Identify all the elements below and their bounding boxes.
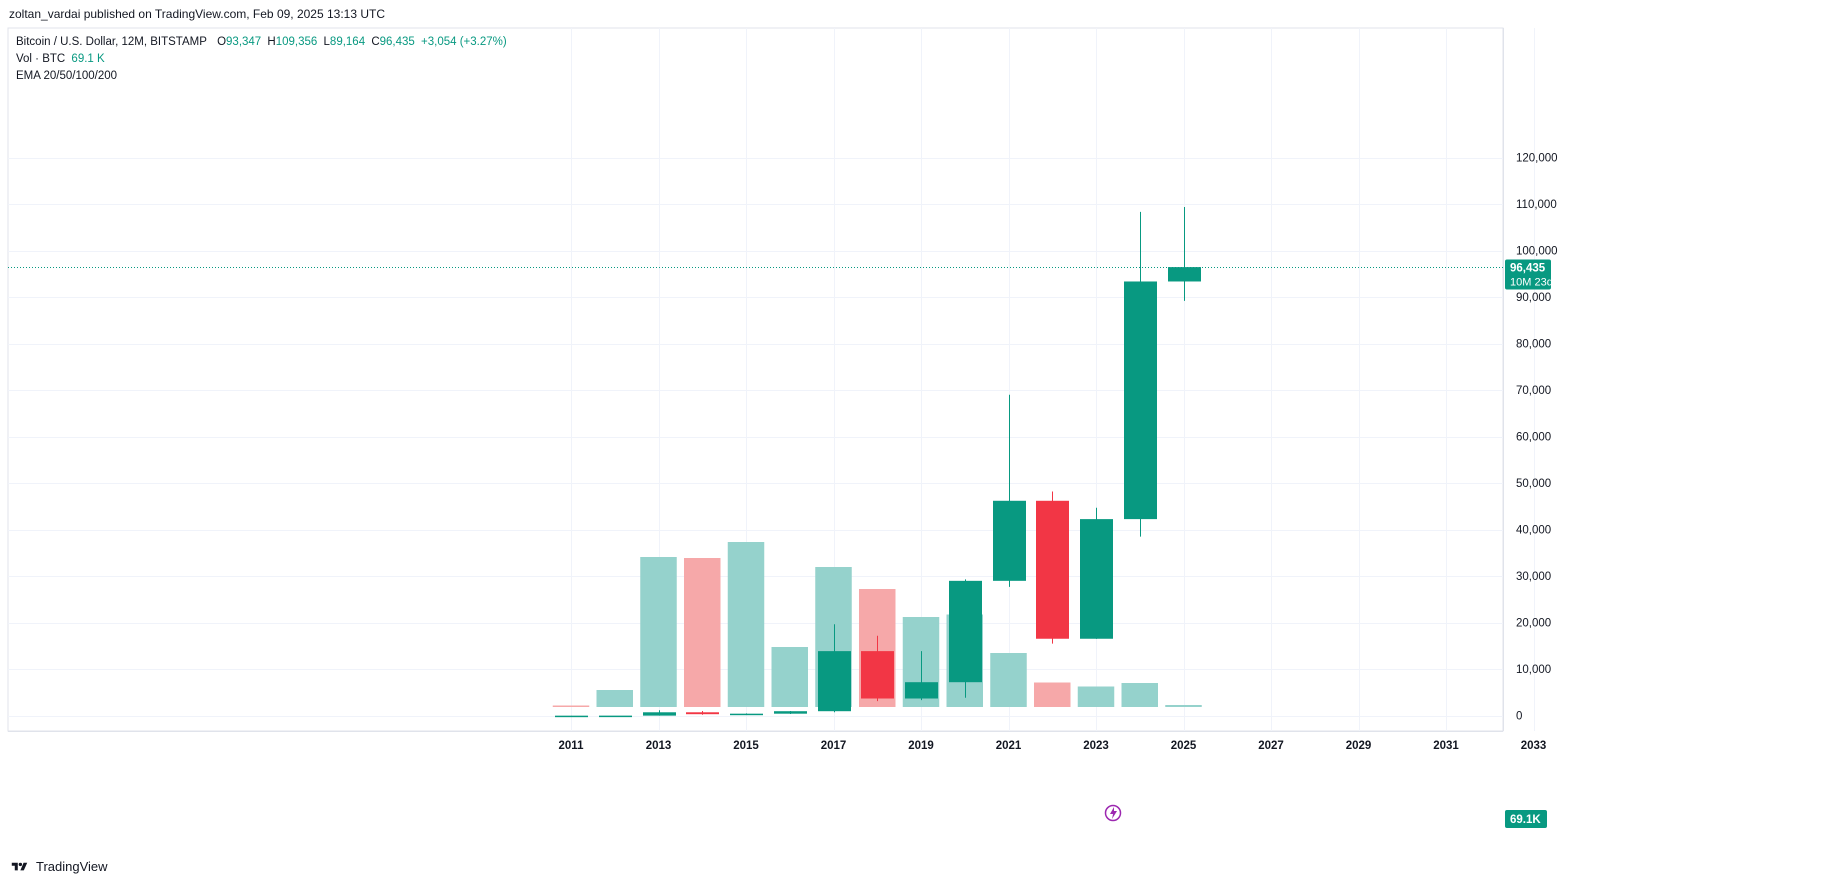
volume-bar — [1077, 686, 1115, 707]
x-tick-label: 2029 — [1346, 740, 1372, 752]
legend-ema-row: EMA 20/50/100/200 — [16, 68, 510, 85]
x-tick-label: 2017 — [821, 740, 847, 752]
x-tick-label: 2025 — [1171, 740, 1197, 752]
legend-volume-value: 69.1 K — [71, 53, 105, 65]
candle-body[interactable] — [1168, 267, 1201, 282]
y-tick-label: 100,000 — [1516, 246, 1558, 258]
x-tick-label: 2019 — [908, 740, 934, 752]
x-tick-label: 2015 — [733, 740, 759, 752]
event-lightning-icon[interactable] — [1104, 804, 1122, 822]
legend-volume-row: Vol · BTC 69.1 K — [16, 51, 510, 68]
y-tick-label: 110,000 — [1516, 199, 1557, 211]
last-price-label: 96,435 — [1510, 263, 1546, 275]
legend-high-value: 109,356 — [275, 36, 318, 48]
volume-badge-label: 69.1K — [1510, 814, 1541, 826]
candle-body[interactable] — [861, 651, 894, 699]
legend-symbol-row: Bitcoin / U.S. Dollar, 12M, BITSTAMP O93… — [16, 34, 510, 51]
lightning-bolt-icon — [1110, 807, 1117, 819]
chart-legend: Bitcoin / U.S. Dollar, 12M, BITSTAMP O93… — [16, 34, 510, 85]
y-tick-label: 30,000 — [1516, 571, 1551, 583]
legend-change: +3,054 (+3.27%) — [421, 36, 507, 48]
y-tick-label: 20,000 — [1516, 618, 1551, 630]
candle-body[interactable] — [599, 715, 632, 718]
legend-volume-label: Vol · BTC — [16, 53, 66, 65]
tradingview-footer[interactable]: TradingView — [9, 859, 108, 874]
volume-bar — [990, 653, 1027, 707]
x-tick-label: 2013 — [646, 740, 672, 752]
legend-low-label: L — [323, 36, 330, 48]
legend-open-value: 93,347 — [226, 36, 262, 48]
candle-body[interactable] — [774, 711, 807, 714]
legend-high-label: H — [267, 36, 276, 48]
volume-bar — [640, 557, 677, 707]
last-price-badge — [1505, 259, 1551, 290]
volume-bar — [727, 542, 765, 707]
candle-body[interactable] — [905, 682, 938, 699]
volume-bar — [552, 705, 590, 707]
x-tick-label: 2033 — [1521, 740, 1547, 752]
candle-body[interactable] — [730, 713, 763, 716]
legend-close-value: 96,435 — [379, 36, 415, 48]
candle-body[interactable] — [993, 500, 1026, 581]
published-by-line: zoltan_vardai published on TradingView.c… — [9, 7, 386, 21]
candle-body[interactable] — [643, 712, 676, 716]
y-tick-label: 70,000 — [1516, 385, 1551, 397]
volume-bar — [596, 690, 633, 707]
tradingview-logo-icon — [11, 862, 28, 870]
y-tick-label: 40,000 — [1516, 525, 1551, 537]
candle-body[interactable] — [949, 580, 982, 683]
legend-close-label: C — [371, 36, 380, 48]
volume-bar — [684, 558, 721, 707]
legend-low-value: 89,164 — [329, 36, 366, 48]
candle-body[interactable] — [818, 651, 851, 712]
y-tick-label: 50,000 — [1516, 478, 1551, 490]
x-tick-label: 2031 — [1433, 740, 1459, 752]
candle-body[interactable] — [1036, 500, 1069, 639]
candle-body[interactable] — [1080, 519, 1113, 639]
legend-ema-label: EMA 20/50/100/200 — [16, 70, 118, 82]
x-tick-label: 2027 — [1258, 740, 1284, 752]
candle-body[interactable] — [1124, 281, 1157, 520]
legend-symbol: Bitcoin / U.S. Dollar, 12M, BITSTAMP — [16, 36, 207, 48]
volume-bar — [1165, 705, 1202, 707]
y-tick-label: 10,000 — [1516, 664, 1551, 676]
y-tick-label: 60,000 — [1516, 432, 1551, 444]
candle-body[interactable] — [686, 712, 719, 715]
y-tick-label: 80,000 — [1516, 339, 1551, 351]
x-tick-label: 2021 — [996, 740, 1022, 752]
tradingview-brand-text: TradingView — [36, 859, 108, 874]
volume-bar — [1121, 683, 1158, 707]
x-tick-label: 2023 — [1083, 740, 1109, 752]
y-tick-label: 120,000 — [1516, 153, 1558, 165]
volume-bar — [1034, 682, 1071, 707]
y-tick-label: 0 — [1516, 711, 1522, 723]
bar-countdown-label: 10M 23d — [1510, 277, 1553, 289]
y-tick-label: 90,000 — [1516, 292, 1551, 304]
volume-bar — [771, 647, 808, 707]
legend-open-label: O — [217, 36, 227, 48]
volume-badge — [1505, 810, 1547, 828]
candle-body[interactable] — [555, 715, 588, 718]
x-tick-label: 2011 — [559, 740, 585, 752]
